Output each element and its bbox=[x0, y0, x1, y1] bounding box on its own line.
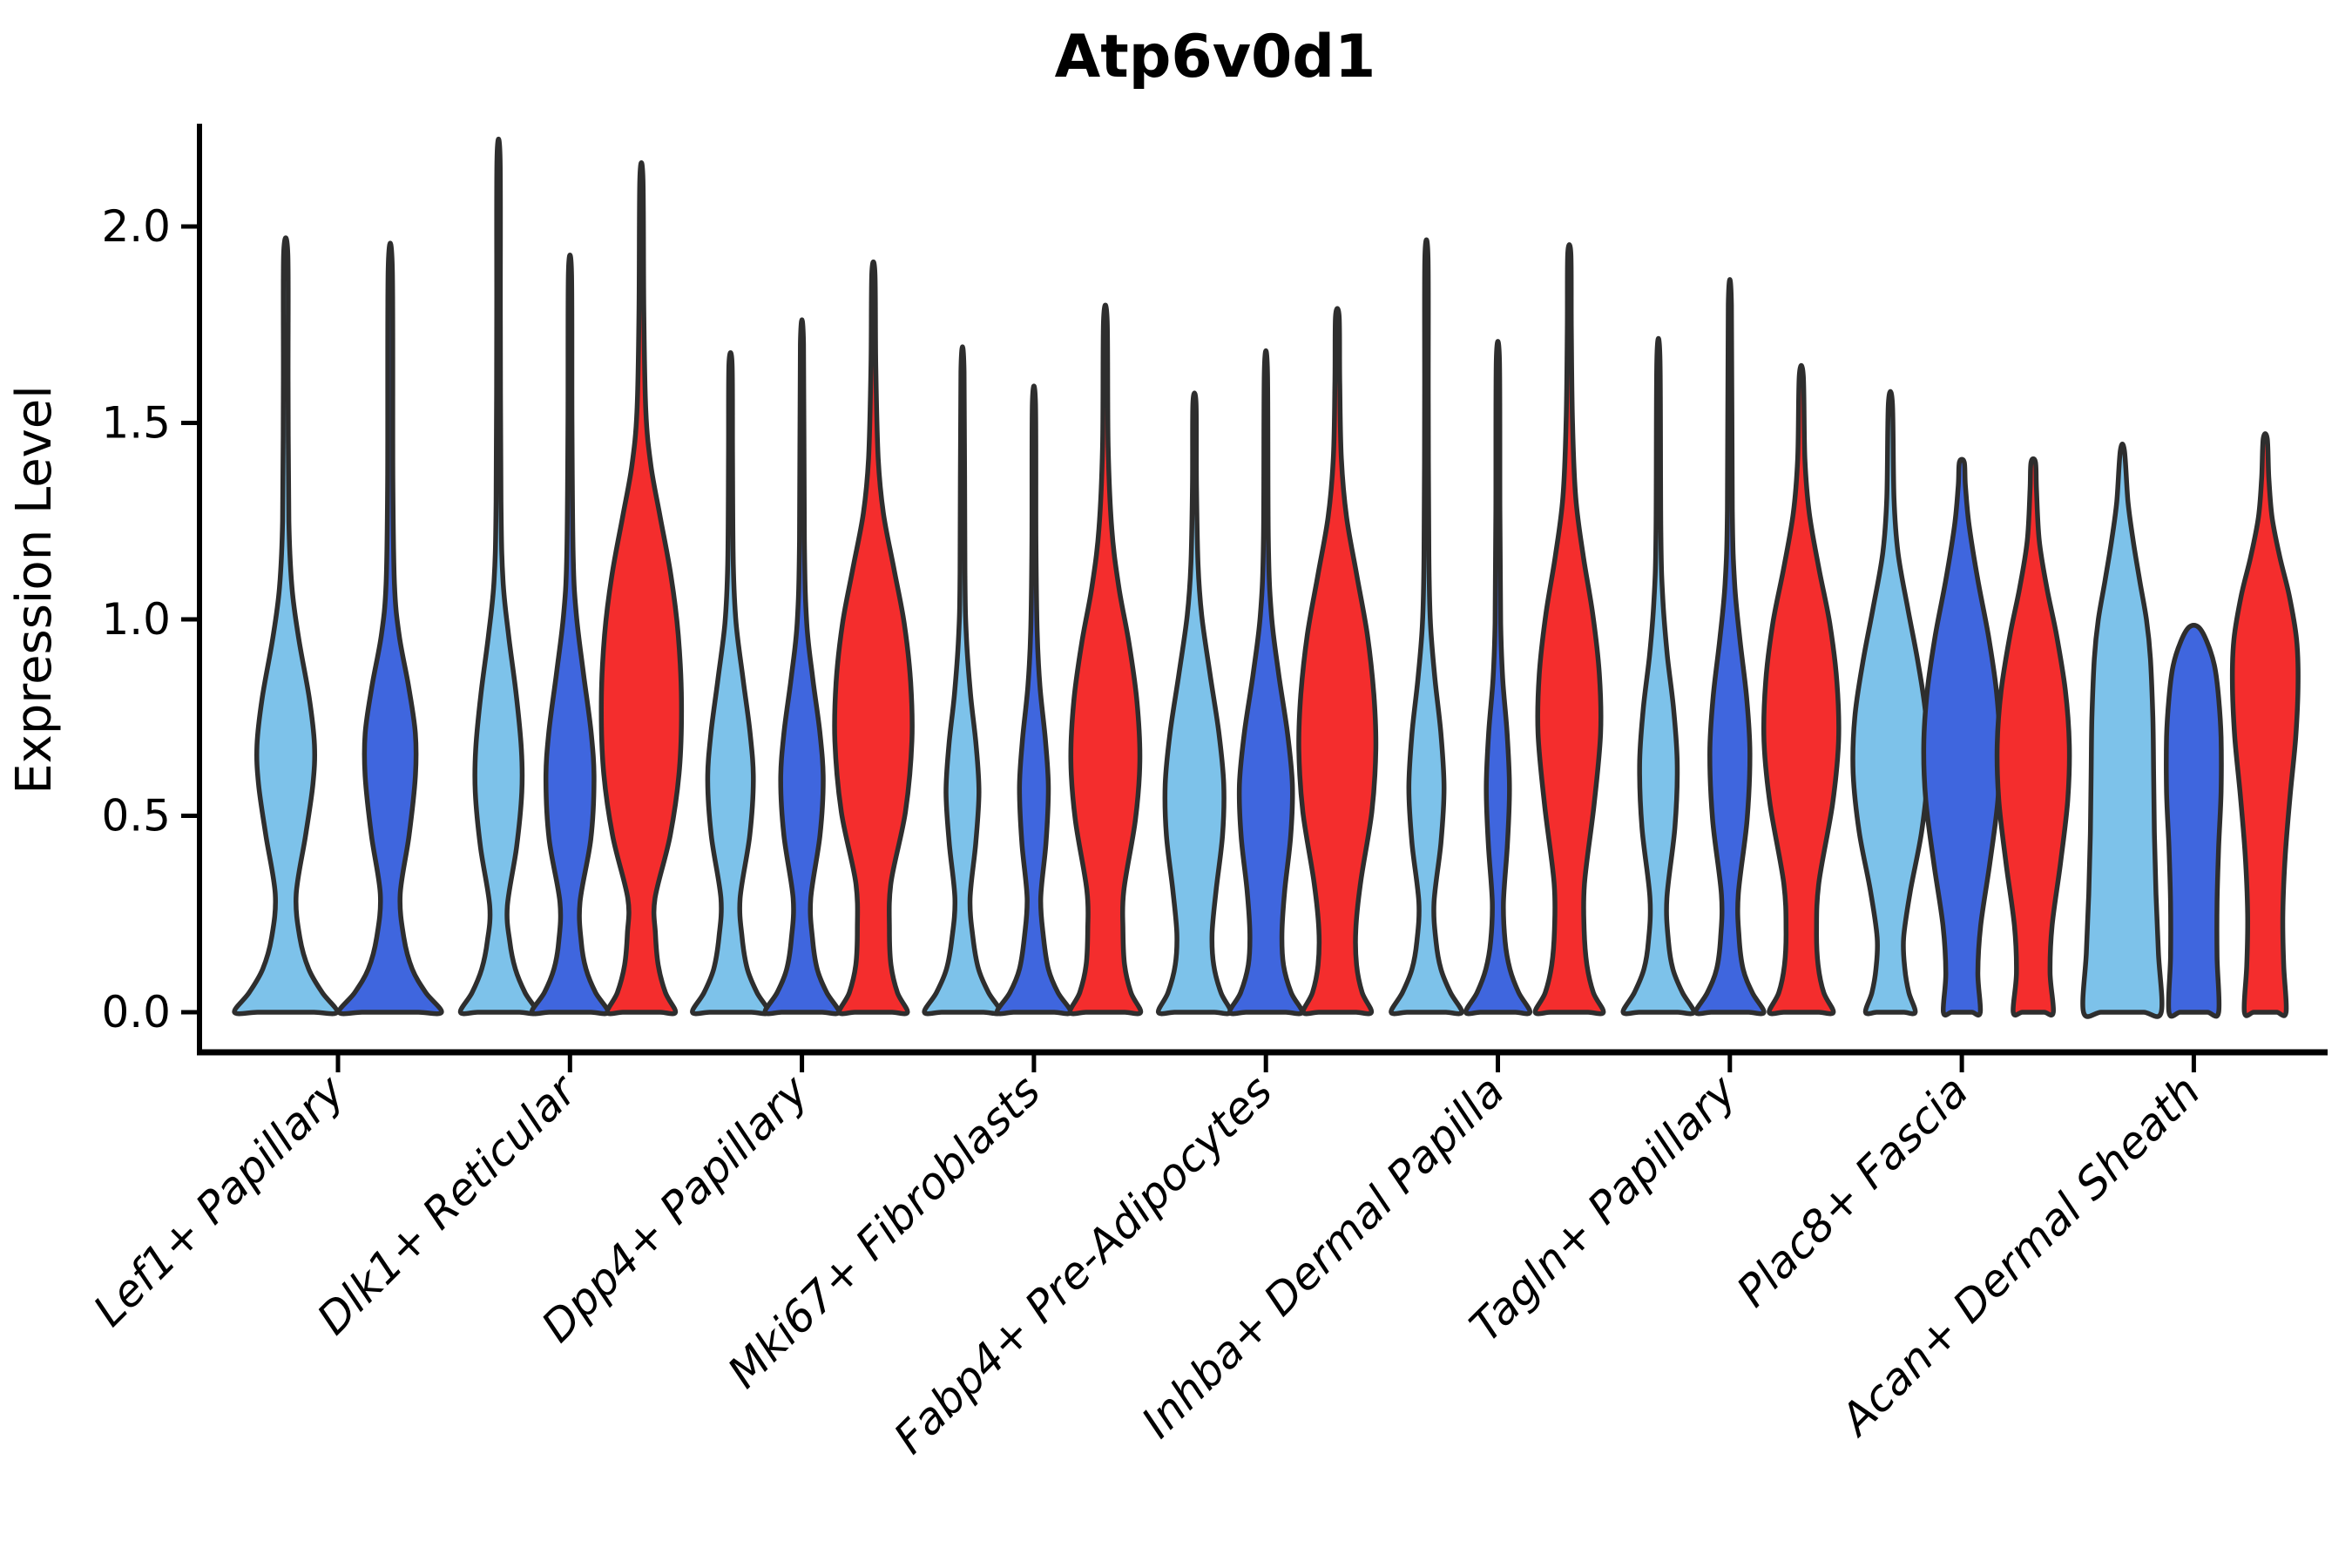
violin-mki67-fibroblasts-red bbox=[1067, 302, 1144, 1017]
violin-inhba-dermal-papilla-red bbox=[1532, 242, 1606, 1017]
y-tick-label-0.5: 0.5 bbox=[101, 791, 171, 841]
violin-fabp4-pre-adipocytes-lightblue bbox=[1156, 390, 1233, 1017]
violin-acan-dermal-sheath-darkblue bbox=[2164, 623, 2224, 1019]
y-tick-label-0.0: 0.0 bbox=[101, 987, 171, 1037]
violin-dpp4-papillary-darkblue bbox=[762, 317, 841, 1017]
violin-mki67-fibroblasts-darkblue bbox=[994, 383, 1073, 1017]
violin-acan-dermal-sheath-red bbox=[2229, 431, 2301, 1018]
violin-dpp4-papillary-lightblue bbox=[690, 350, 772, 1017]
violin-dlk1-reticular-red bbox=[598, 159, 685, 1017]
y-axis-label: Expression Level bbox=[6, 385, 63, 794]
violin-fabp4-pre-adipocytes-red bbox=[1296, 306, 1379, 1017]
violin-mki67-fibroblasts-lightblue bbox=[922, 344, 1004, 1017]
y-tick-label-1.5: 1.5 bbox=[101, 398, 171, 449]
violin-inhba-dermal-papilla-darkblue bbox=[1463, 339, 1533, 1017]
violin-plac8-fascia-darkblue bbox=[1921, 456, 2003, 1018]
violin-fabp4-pre-adipocytes-darkblue bbox=[1227, 348, 1305, 1017]
violins-layer bbox=[232, 137, 2301, 1019]
x-category-label-lef1-papillary: Lef1+ Papillary bbox=[84, 1064, 355, 1335]
violin-acan-dermal-sheath-lightblue bbox=[2080, 442, 2165, 1019]
violin-lef1-papillary-lightblue bbox=[232, 235, 340, 1017]
violin-dpp4-papillary-red bbox=[832, 259, 915, 1017]
violin-tagln-papillary-darkblue bbox=[1693, 277, 1767, 1017]
y-tick-label-2.0: 2.0 bbox=[101, 201, 171, 252]
y-tick-label-1.0: 1.0 bbox=[101, 594, 171, 645]
violin-lef1-papillary-darkblue bbox=[336, 240, 444, 1017]
y-ticks-layer: 0.0 0.5 1.0 1.5 2.0 bbox=[101, 201, 199, 1037]
violin-dlk1-reticular-lightblue bbox=[457, 137, 539, 1017]
violin-dlk1-reticular-darkblue bbox=[529, 252, 611, 1017]
x-category-label-fabp4-pre-adipocytes: Fabp4+ Pre-Adipocytes bbox=[884, 1065, 1282, 1463]
violin-tagln-papillary-lightblue bbox=[1620, 336, 1697, 1017]
violin-inhba-dermal-papilla-lightblue bbox=[1389, 237, 1464, 1017]
x-category-label-plac8-fascia: Plac8+ Fascia bbox=[1727, 1065, 1978, 1316]
violin-tagln-papillary-red bbox=[1761, 362, 1842, 1017]
chart-title: Atp6v0d1 bbox=[1055, 23, 1376, 91]
violin-plac8-fascia-lightblue bbox=[1850, 389, 1930, 1017]
violin-plac8-fascia-red bbox=[1994, 456, 2072, 1018]
